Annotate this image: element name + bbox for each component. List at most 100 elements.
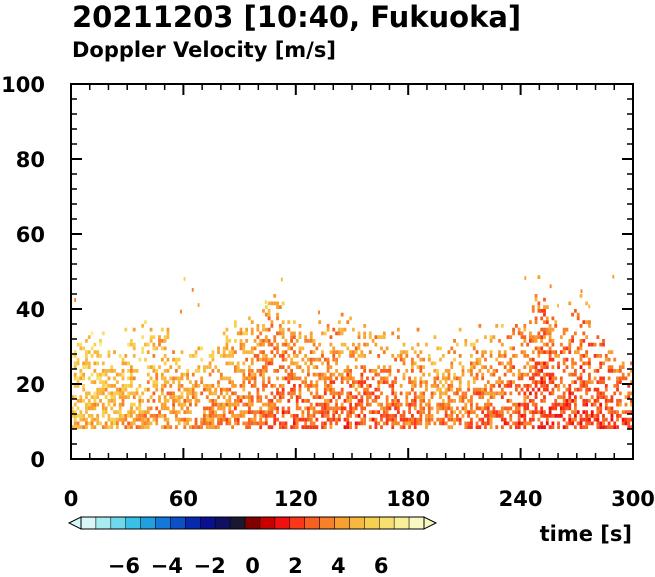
velocity-cell	[500, 361, 504, 366]
velocity-cell	[534, 297, 538, 302]
velocity-cell	[90, 414, 94, 418]
velocity-cell	[278, 324, 282, 328]
velocity-cell	[82, 399, 86, 403]
velocity-cell	[627, 421, 631, 426]
velocity-cell	[290, 425, 293, 429]
velocity-cell	[408, 391, 412, 396]
velocity-cell	[374, 342, 378, 347]
velocity-cell	[352, 327, 355, 332]
velocity-cell	[450, 417, 454, 422]
velocity-cell	[259, 331, 263, 336]
velocity-cell	[517, 425, 521, 429]
velocity-cell	[166, 406, 170, 411]
velocity-cell	[349, 414, 352, 418]
velocity-cell	[301, 414, 305, 418]
velocity-cell	[160, 339, 164, 343]
velocity-cell	[166, 327, 170, 332]
velocity-cell	[152, 417, 156, 422]
velocity-cell	[585, 402, 589, 407]
velocity-cell	[259, 372, 263, 377]
velocity-cell	[399, 414, 403, 418]
velocity-cell	[346, 425, 350, 429]
y-tick-label: 40	[16, 298, 45, 322]
velocity-cell	[394, 399, 397, 403]
velocity-cell	[526, 421, 530, 426]
velocity-cell	[422, 372, 426, 377]
velocity-cell	[596, 369, 600, 373]
velocity-cell	[363, 380, 367, 384]
velocity-cell	[436, 369, 440, 373]
velocity-cell	[413, 421, 417, 426]
velocity-cell	[250, 320, 254, 324]
velocity-cell	[357, 354, 361, 358]
velocity-cell	[371, 399, 375, 403]
velocity-cell	[509, 346, 513, 351]
velocity-cell	[239, 369, 243, 373]
velocity-cell	[121, 369, 125, 373]
velocity-cell	[399, 402, 403, 407]
velocity-cell	[441, 421, 445, 426]
velocity-cell	[149, 376, 153, 381]
velocity-cell	[304, 406, 308, 411]
velocity-cell	[444, 410, 448, 414]
velocity-cell	[248, 376, 251, 381]
velocity-cell	[543, 425, 546, 429]
velocity-cell	[526, 354, 530, 358]
velocity-cell	[233, 402, 237, 407]
velocity-cell	[124, 417, 128, 422]
velocity-cell	[526, 402, 530, 407]
velocity-cell	[245, 357, 249, 362]
velocity-cell	[475, 376, 479, 381]
colorbar-max-arrow	[423, 516, 438, 530]
velocity-cell	[579, 354, 583, 358]
velocity-cell	[385, 395, 389, 399]
velocity-cell	[340, 406, 344, 411]
y-tick-label: 0	[30, 448, 45, 472]
velocity-cell	[118, 410, 122, 414]
velocity-cell	[329, 380, 333, 384]
velocity-cell	[180, 402, 184, 407]
velocity-cell	[138, 414, 142, 418]
velocity-cell	[472, 346, 476, 351]
velocity-cell	[160, 357, 164, 362]
velocity-cell	[326, 376, 330, 381]
velocity-cell	[228, 350, 232, 354]
velocity-cell	[273, 294, 277, 298]
velocity-cell	[340, 327, 344, 332]
velocity-cell	[307, 414, 310, 418]
velocity-cell	[281, 365, 285, 369]
velocity-cell	[596, 399, 600, 403]
velocity-cell	[573, 417, 577, 422]
velocity-cell	[262, 369, 265, 373]
velocity-cell	[388, 414, 392, 418]
velocity-cell	[219, 387, 223, 392]
velocity-cell	[163, 369, 167, 373]
velocity-cell	[343, 376, 347, 381]
velocity-cell	[568, 417, 572, 422]
velocity-cell	[326, 369, 330, 373]
velocity-cell	[321, 402, 324, 407]
velocity-cell	[523, 327, 527, 332]
colorbar-tick-label: −4	[151, 554, 183, 577]
velocity-cell	[82, 425, 86, 429]
velocity-cell	[158, 342, 161, 347]
velocity-cell	[346, 320, 350, 324]
velocity-cell	[301, 369, 305, 373]
velocity-cell	[225, 421, 229, 426]
velocity-cell	[503, 350, 507, 354]
velocity-cell	[489, 402, 493, 407]
velocity-cell	[337, 331, 341, 336]
velocity-cell	[276, 417, 279, 422]
velocity-cell	[144, 357, 147, 362]
velocity-cell	[225, 335, 229, 339]
velocity-cell	[219, 402, 223, 407]
velocity-cell	[425, 380, 428, 384]
velocity-cell	[183, 417, 187, 422]
velocity-cell	[177, 410, 181, 414]
velocity-cell	[548, 335, 552, 339]
velocity-cell	[543, 305, 546, 309]
velocity-cell	[543, 387, 546, 392]
velocity-cell	[304, 335, 308, 339]
velocity-cell	[540, 399, 544, 403]
velocity-cell	[166, 399, 170, 403]
